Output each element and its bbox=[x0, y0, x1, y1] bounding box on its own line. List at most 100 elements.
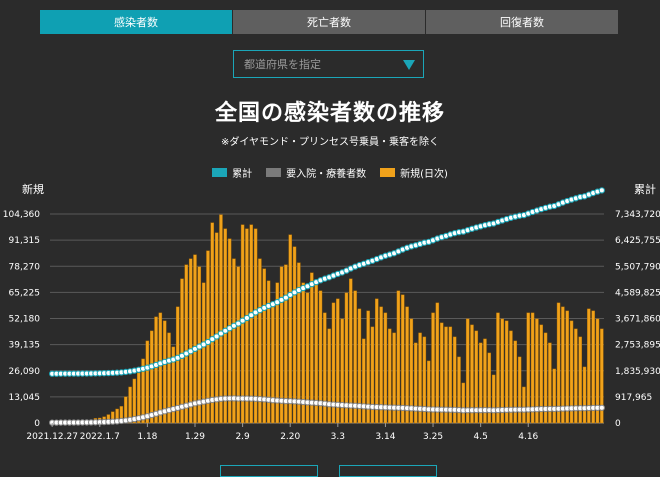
daily-bar bbox=[240, 224, 245, 424]
daily-bar bbox=[370, 326, 375, 424]
data-type-tabs: 感染者数 死亡者数 回復者数 bbox=[40, 10, 618, 34]
daily-bar bbox=[565, 310, 569, 424]
daily-bar bbox=[504, 320, 509, 424]
hospitalized-point bbox=[598, 404, 605, 411]
daily-bar bbox=[279, 266, 284, 424]
prefecture-select-placeholder: 都道府県を指定 bbox=[244, 58, 321, 71]
tab-recoveries[interactable]: 回復者数 bbox=[425, 10, 618, 34]
daily-bar bbox=[275, 282, 279, 424]
cumulative-point bbox=[282, 294, 290, 301]
daily-bar bbox=[396, 290, 401, 424]
daily-bar bbox=[171, 346, 176, 424]
daily-bar bbox=[379, 306, 383, 424]
bottom-button-2[interactable] bbox=[339, 465, 437, 477]
daily-bar bbox=[595, 318, 600, 424]
cumulative-point bbox=[235, 320, 242, 327]
x-tick-label: 2021.12.27 bbox=[26, 432, 78, 442]
daily-bar bbox=[535, 318, 539, 424]
daily-bar bbox=[258, 258, 262, 424]
daily-bar bbox=[483, 338, 487, 424]
left-tick-label: 65,225 bbox=[9, 288, 41, 298]
right-tick-label: 6,425,755 bbox=[615, 236, 660, 246]
daily-bar bbox=[292, 246, 297, 424]
daily-bar bbox=[444, 326, 448, 424]
daily-bar bbox=[236, 266, 240, 424]
daily-bar bbox=[214, 232, 219, 424]
daily-bar bbox=[305, 292, 310, 424]
daily-bar bbox=[145, 340, 150, 424]
left-tick-label: 91,315 bbox=[9, 236, 41, 246]
daily-bar bbox=[487, 352, 492, 424]
daily-bar bbox=[578, 336, 582, 424]
chart-legend: 累計 要入院・療養者数 新規(日次) bbox=[0, 165, 660, 180]
daily-bar bbox=[184, 264, 189, 424]
cumulative-point bbox=[209, 336, 216, 343]
daily-bar bbox=[539, 324, 543, 424]
tab-deaths[interactable]: 死亡者数 bbox=[232, 10, 425, 34]
daily-bar bbox=[452, 336, 457, 424]
x-tick-label: 1.29 bbox=[185, 432, 205, 442]
legend-item-cumulative[interactable]: 累計 bbox=[212, 165, 252, 180]
x-tick-label: 1.18 bbox=[137, 432, 157, 442]
right-tick-label: 3,671,860 bbox=[615, 315, 660, 325]
daily-bar bbox=[301, 282, 305, 424]
daily-bar bbox=[180, 278, 184, 424]
daily-bar bbox=[543, 332, 548, 424]
daily-bar bbox=[141, 358, 145, 424]
legend-item-daily[interactable]: 新規(日次) bbox=[380, 165, 448, 180]
daily-bar bbox=[418, 332, 422, 424]
daily-bar bbox=[193, 254, 197, 424]
prefecture-select[interactable]: 都道府県を指定 bbox=[233, 50, 424, 78]
daily-bar bbox=[548, 342, 552, 424]
left-tick-label: 52,180 bbox=[9, 315, 41, 325]
daily-bar bbox=[310, 272, 314, 424]
daily-bar bbox=[405, 306, 409, 424]
x-tick-label: 4.5 bbox=[473, 432, 487, 442]
left-tick-label: 13,045 bbox=[9, 393, 41, 403]
daily-bar bbox=[426, 360, 431, 424]
x-tick-label: 3.25 bbox=[423, 432, 443, 442]
cumulative-point bbox=[243, 314, 251, 322]
daily-bar bbox=[297, 262, 301, 424]
left-tick-label: 0 bbox=[34, 419, 40, 429]
legend-item-hospitalized[interactable]: 要入院・療養者数 bbox=[266, 165, 366, 180]
legend-label-hospitalized: 要入院・療養者数 bbox=[286, 169, 367, 180]
daily-bars bbox=[50, 214, 604, 424]
daily-bar bbox=[253, 228, 258, 424]
daily-bar bbox=[201, 282, 206, 424]
daily-bar bbox=[284, 264, 288, 424]
left-axis-title: 新規 bbox=[22, 183, 44, 196]
daily-bar bbox=[465, 318, 470, 424]
right-tick-label: 2,753,895 bbox=[615, 341, 660, 351]
daily-bar bbox=[491, 374, 496, 424]
x-tick-label: 4.16 bbox=[518, 432, 538, 442]
daily-bar bbox=[327, 328, 331, 424]
daily-bar bbox=[357, 308, 362, 424]
daily-bar bbox=[249, 224, 253, 424]
daily-bar bbox=[388, 328, 392, 424]
daily-bar bbox=[600, 328, 604, 424]
daily-bar bbox=[353, 290, 357, 424]
daily-bar bbox=[162, 320, 167, 424]
bottom-button-1[interactable] bbox=[220, 465, 318, 477]
daily-bar bbox=[439, 322, 444, 424]
right-tick-label: 917,965 bbox=[615, 393, 652, 403]
left-tick-label: 104,360 bbox=[3, 210, 40, 220]
chart-title: 全国の感染者数の推移 bbox=[214, 101, 445, 126]
daily-bar bbox=[461, 382, 466, 424]
daily-bar bbox=[422, 336, 427, 424]
daily-bar bbox=[587, 308, 591, 424]
tab-infections[interactable]: 感染者数 bbox=[40, 10, 232, 34]
right-tick-label: 4,589,825 bbox=[615, 288, 660, 298]
daily-bar bbox=[530, 312, 535, 424]
daily-bar bbox=[158, 312, 163, 424]
legend-label-cumulative: 累計 bbox=[232, 169, 253, 180]
right-tick-label: 0 bbox=[615, 419, 621, 429]
daily-bar bbox=[210, 222, 215, 424]
bar-orange-icon bbox=[380, 168, 396, 177]
right-tick-label: 7,343,720 bbox=[615, 210, 660, 220]
daily-bar bbox=[517, 356, 522, 424]
daily-bar bbox=[409, 318, 414, 424]
daily-bar bbox=[375, 298, 379, 424]
